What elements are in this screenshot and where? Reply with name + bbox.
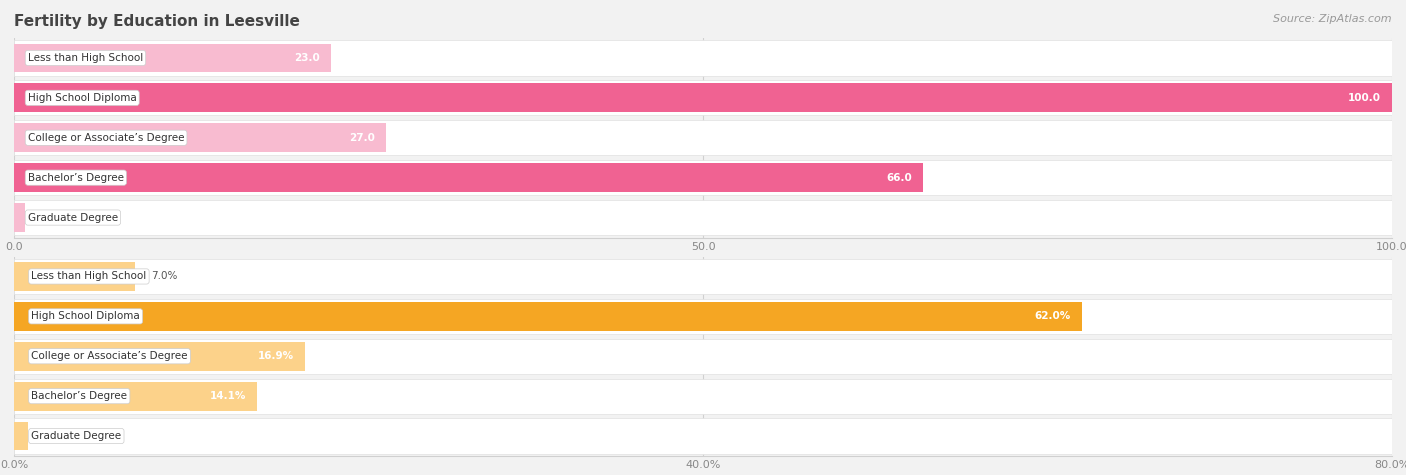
Text: 7.0%: 7.0%	[152, 271, 177, 282]
Text: 66.0: 66.0	[887, 172, 912, 183]
FancyBboxPatch shape	[14, 160, 1392, 195]
Bar	[14, 342, 305, 370]
Bar	[14, 124, 387, 152]
FancyBboxPatch shape	[14, 418, 1392, 454]
Text: 14.1%: 14.1%	[209, 391, 246, 401]
Text: 100.0: 100.0	[1348, 93, 1381, 103]
Text: 62.0%: 62.0%	[1035, 311, 1071, 322]
Bar	[14, 262, 135, 291]
FancyBboxPatch shape	[14, 259, 1392, 294]
Bar	[14, 203, 25, 232]
Text: Bachelor’s Degree: Bachelor’s Degree	[28, 172, 124, 183]
Text: Less than High School: Less than High School	[28, 53, 143, 63]
Bar	[14, 84, 1392, 112]
Text: 16.9%: 16.9%	[257, 351, 294, 361]
Text: College or Associate’s Degree: College or Associate’s Degree	[31, 351, 188, 361]
Text: Fertility by Education in Leesville: Fertility by Education in Leesville	[14, 14, 299, 29]
Text: Less than High School: Less than High School	[31, 271, 146, 282]
Bar	[14, 44, 330, 72]
Text: High School Diploma: High School Diploma	[28, 93, 136, 103]
Text: Graduate Degree: Graduate Degree	[28, 212, 118, 223]
Text: High School Diploma: High School Diploma	[31, 311, 141, 322]
Bar	[14, 302, 1083, 331]
FancyBboxPatch shape	[14, 80, 1392, 115]
FancyBboxPatch shape	[14, 40, 1392, 76]
Text: Bachelor’s Degree: Bachelor’s Degree	[31, 391, 128, 401]
FancyBboxPatch shape	[14, 379, 1392, 414]
FancyBboxPatch shape	[14, 299, 1392, 334]
FancyBboxPatch shape	[14, 200, 1392, 235]
Bar	[14, 382, 257, 410]
Text: 0.0: 0.0	[42, 212, 58, 223]
Text: College or Associate’s Degree: College or Associate’s Degree	[28, 133, 184, 143]
Text: 23.0: 23.0	[294, 53, 321, 63]
Text: 0.0%: 0.0%	[45, 431, 70, 441]
Bar	[14, 422, 28, 450]
Text: 27.0: 27.0	[349, 133, 375, 143]
FancyBboxPatch shape	[14, 339, 1392, 374]
Text: Graduate Degree: Graduate Degree	[31, 431, 121, 441]
Text: Source: ZipAtlas.com: Source: ZipAtlas.com	[1274, 14, 1392, 24]
FancyBboxPatch shape	[14, 120, 1392, 155]
Bar	[14, 163, 924, 192]
